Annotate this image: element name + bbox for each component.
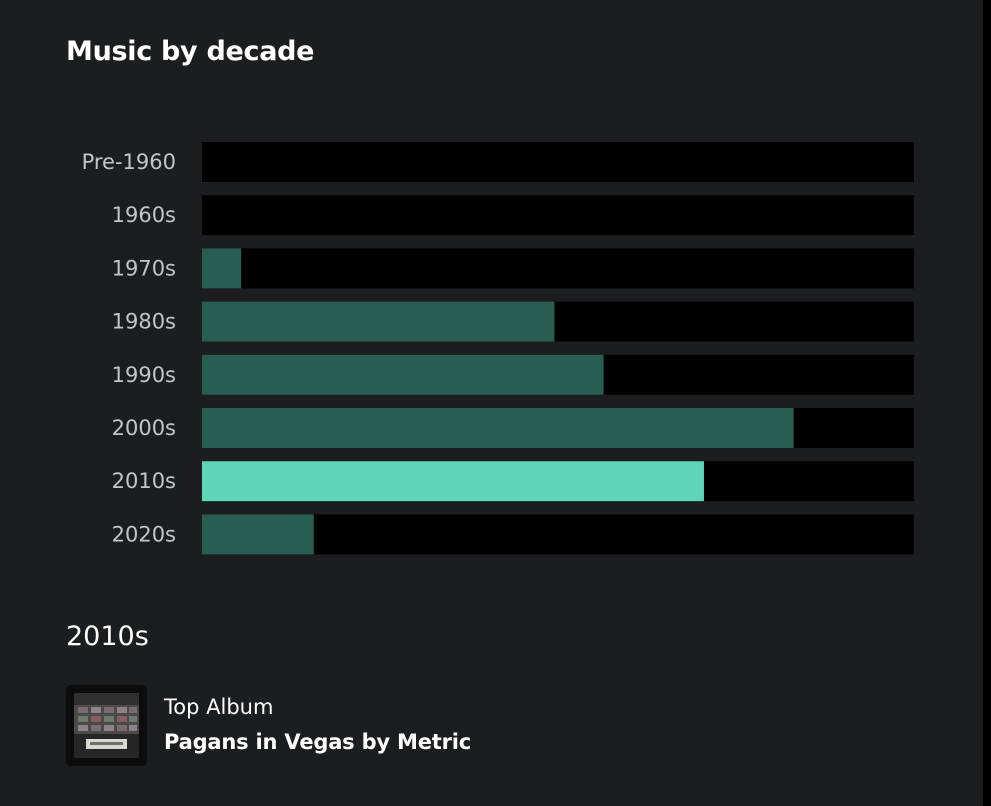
top-album-name[interactable]: Pagans in Vegas by Metric xyxy=(164,730,471,754)
decade-label-2020s: 2020s xyxy=(112,522,176,546)
bar-track-pre-1960[interactable] xyxy=(202,142,914,182)
bar-1980s[interactable] xyxy=(202,301,555,342)
bar-track-1960s[interactable] xyxy=(202,195,914,236)
decade-label-pre-1960: Pre-1960 xyxy=(82,150,176,174)
bar-track-2020s[interactable] xyxy=(202,514,914,555)
decade-label-1980s: 1980s xyxy=(112,310,176,334)
bar-2000s[interactable] xyxy=(202,408,794,448)
decade-label-1970s: 1970s xyxy=(112,256,176,280)
top-album-label: Top Album xyxy=(164,695,274,719)
bar-2020s[interactable] xyxy=(202,514,314,555)
album-cover-icon[interactable] xyxy=(66,685,147,766)
top-album-card[interactable]: Top Album Pagans in Vegas by Metric xyxy=(66,685,566,767)
selected-decade-heading: 2010s xyxy=(66,621,149,652)
decade-label-2000s: 2000s xyxy=(112,416,176,440)
bar-1990s[interactable] xyxy=(202,354,604,395)
decade-label-2010s: 2010s xyxy=(112,469,176,493)
bar-track-1970s[interactable] xyxy=(202,248,914,289)
bar-1970s[interactable] xyxy=(202,248,242,289)
bar-2010s[interactable] xyxy=(202,461,704,502)
page-title: Music by decade xyxy=(66,36,315,67)
decade-label-1990s: 1990s xyxy=(112,363,176,387)
decade-bar-chart: Pre-1960 1960s 1970s 1980s 1990s 2000s 2010s 20… xyxy=(82,142,914,555)
decade-label-1960s: 1960s xyxy=(112,203,176,227)
